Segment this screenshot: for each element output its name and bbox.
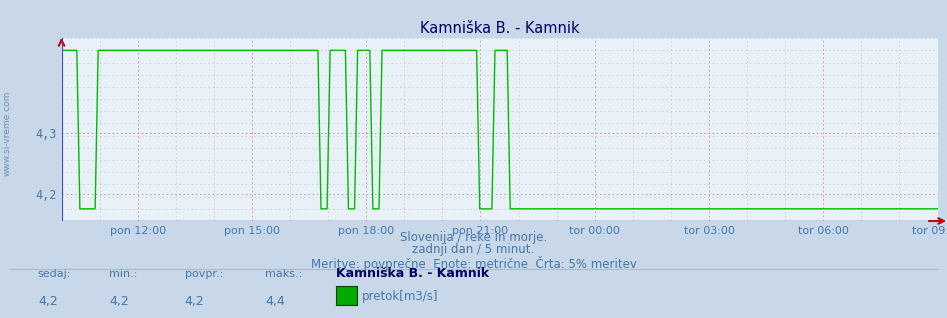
Text: zadnji dan / 5 minut.: zadnji dan / 5 minut. (412, 243, 535, 256)
Text: 4,4: 4,4 (265, 295, 285, 308)
Text: www.si-vreme.com: www.si-vreme.com (3, 91, 12, 176)
Text: pretok[m3/s]: pretok[m3/s] (362, 290, 438, 303)
Text: Meritve: povprečne  Enote: metrične  Črta: 5% meritev: Meritve: povprečne Enote: metrične Črta:… (311, 256, 636, 271)
Text: Slovenija / reke in morje.: Slovenija / reke in morje. (400, 231, 547, 244)
Text: povpr.:: povpr.: (185, 269, 223, 279)
Text: 4,2: 4,2 (109, 295, 129, 308)
Text: maks.:: maks.: (265, 269, 302, 279)
Text: sedaj:: sedaj: (38, 269, 71, 279)
Text: Kamniška B. - Kamnik: Kamniška B. - Kamnik (336, 267, 490, 280)
Text: min.:: min.: (109, 269, 137, 279)
Text: 4,2: 4,2 (185, 295, 205, 308)
Text: 4,2: 4,2 (38, 295, 58, 308)
Title: Kamniška B. - Kamnik: Kamniška B. - Kamnik (420, 21, 580, 36)
